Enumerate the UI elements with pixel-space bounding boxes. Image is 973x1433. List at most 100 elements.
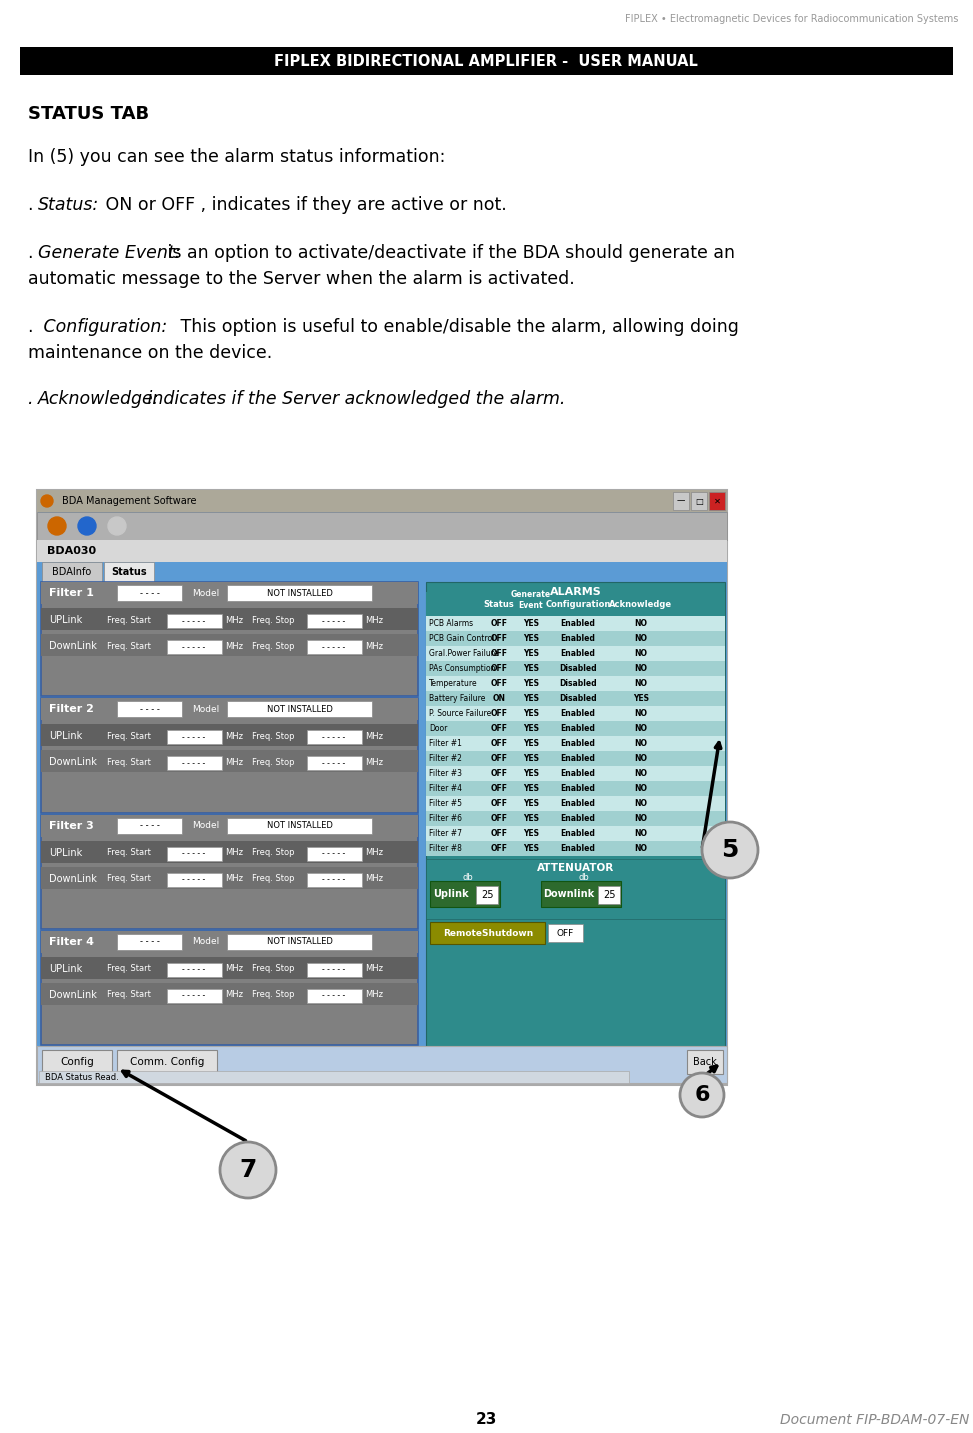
Text: NO: NO <box>634 633 647 643</box>
Text: NO: NO <box>634 739 647 748</box>
Bar <box>227 701 372 718</box>
Text: YES: YES <box>523 679 539 688</box>
Text: Temperature: Temperature <box>429 679 478 688</box>
Bar <box>41 957 418 979</box>
Text: OFF: OFF <box>490 724 508 734</box>
Text: NOT INSTALLED: NOT INSTALLED <box>267 821 333 830</box>
Text: MHz: MHz <box>225 990 243 999</box>
Text: NO: NO <box>634 784 647 792</box>
Text: FIPLEX • Electromagnetic Devices for Radiocommunication Systems: FIPLEX • Electromagnetic Devices for Rad… <box>625 14 958 24</box>
Text: - - - - -: - - - - - <box>322 732 345 742</box>
Text: NO: NO <box>634 844 647 853</box>
Text: Filter #6: Filter #6 <box>429 814 462 823</box>
Text: NO: NO <box>634 814 647 823</box>
Text: YES: YES <box>523 844 539 853</box>
Bar <box>41 724 418 747</box>
Text: Configuration:: Configuration: <box>38 318 167 335</box>
Text: - - - -: - - - - <box>140 705 160 714</box>
Text: YES: YES <box>523 649 539 658</box>
Bar <box>167 847 222 860</box>
Text: - - - - -: - - - - - <box>182 966 205 974</box>
Text: Enabled: Enabled <box>560 649 595 658</box>
Text: MHz: MHz <box>365 874 383 883</box>
Text: db: db <box>462 873 474 881</box>
Text: Freq. Start: Freq. Start <box>107 758 151 767</box>
Text: ALARMS: ALARMS <box>550 588 601 598</box>
Text: 6: 6 <box>695 1085 709 1105</box>
Bar <box>167 963 222 977</box>
Text: Filter #7: Filter #7 <box>429 830 462 838</box>
Text: YES: YES <box>523 754 539 762</box>
Text: DownLink: DownLink <box>49 874 97 884</box>
Text: MHz: MHz <box>365 616 383 625</box>
Text: P. Source Failure: P. Source Failure <box>429 709 491 718</box>
Circle shape <box>108 517 126 535</box>
Text: OFF: OFF <box>490 633 508 643</box>
Text: Enabled: Enabled <box>560 739 595 748</box>
Text: YES: YES <box>633 694 649 704</box>
Bar <box>548 924 583 941</box>
Text: Model: Model <box>192 937 219 946</box>
Text: Freq. Stop: Freq. Stop <box>252 990 295 999</box>
Circle shape <box>702 823 758 878</box>
Bar <box>37 1046 727 1083</box>
Text: MHz: MHz <box>225 642 243 651</box>
Text: NO: NO <box>634 709 647 718</box>
Text: 25: 25 <box>602 890 615 900</box>
Text: BDA Status Read.: BDA Status Read. <box>45 1072 119 1082</box>
Text: OFF: OFF <box>490 814 508 823</box>
Text: Freq. Start: Freq. Start <box>107 874 151 883</box>
Text: MHz: MHz <box>365 990 383 999</box>
Bar <box>426 795 725 811</box>
Text: Status:: Status: <box>38 196 99 214</box>
Text: Gral.Power Failure: Gral.Power Failure <box>429 649 498 658</box>
Bar <box>20 47 953 75</box>
Text: Freq. Start: Freq. Start <box>107 990 151 999</box>
Bar <box>117 817 182 834</box>
Text: NO: NO <box>634 754 647 762</box>
Text: Enabled: Enabled <box>560 844 595 853</box>
Text: OFF: OFF <box>490 709 508 718</box>
Text: Filter #2: Filter #2 <box>429 754 462 762</box>
Text: DownLink: DownLink <box>49 757 97 767</box>
Text: ON or OFF , indicates if they are active or not.: ON or OFF , indicates if they are active… <box>100 196 507 214</box>
Text: NOT INSTALLED: NOT INSTALLED <box>267 589 333 598</box>
Text: Enabled: Enabled <box>560 633 595 643</box>
Bar <box>426 751 725 767</box>
Bar <box>691 492 707 510</box>
Text: - - - -: - - - - <box>140 937 160 946</box>
Text: NO: NO <box>634 619 647 628</box>
Text: MHz: MHz <box>225 616 243 625</box>
Text: Freq. Stop: Freq. Stop <box>252 848 295 857</box>
Text: Freq. Stop: Freq. Stop <box>252 874 295 883</box>
Text: NO: NO <box>634 649 647 658</box>
Text: Filter #5: Filter #5 <box>429 800 462 808</box>
Text: - - - - -: - - - - - <box>322 992 345 1000</box>
Text: OFF: OFF <box>490 800 508 808</box>
Text: is an option to activate/deactivate if the BDA should generate an: is an option to activate/deactivate if t… <box>162 244 735 262</box>
Text: In (5) you can see the alarm status information:: In (5) you can see the alarm status info… <box>28 148 446 166</box>
Text: OFF: OFF <box>490 679 508 688</box>
Text: UPLink: UPLink <box>49 731 83 741</box>
Text: DownLink: DownLink <box>49 641 97 651</box>
Text: Model: Model <box>192 589 219 598</box>
Text: NO: NO <box>634 800 647 808</box>
Text: Enabled: Enabled <box>560 709 595 718</box>
Text: Battery Failure: Battery Failure <box>429 694 486 704</box>
Bar <box>117 1050 217 1073</box>
Circle shape <box>78 517 96 535</box>
Text: Freq. Stop: Freq. Stop <box>252 732 295 741</box>
Bar <box>426 841 725 856</box>
Bar <box>598 886 620 904</box>
Bar <box>307 641 362 653</box>
Text: OFF: OFF <box>490 663 508 674</box>
Bar <box>41 633 418 656</box>
Bar <box>41 582 418 603</box>
Text: MHz: MHz <box>225 758 243 767</box>
Text: Enabled: Enabled <box>560 784 595 792</box>
Text: Enabled: Enabled <box>560 830 595 838</box>
Bar <box>41 751 418 772</box>
Text: Filter #3: Filter #3 <box>429 770 462 778</box>
Text: MHz: MHz <box>225 848 243 857</box>
Text: Filter #4: Filter #4 <box>429 784 462 792</box>
